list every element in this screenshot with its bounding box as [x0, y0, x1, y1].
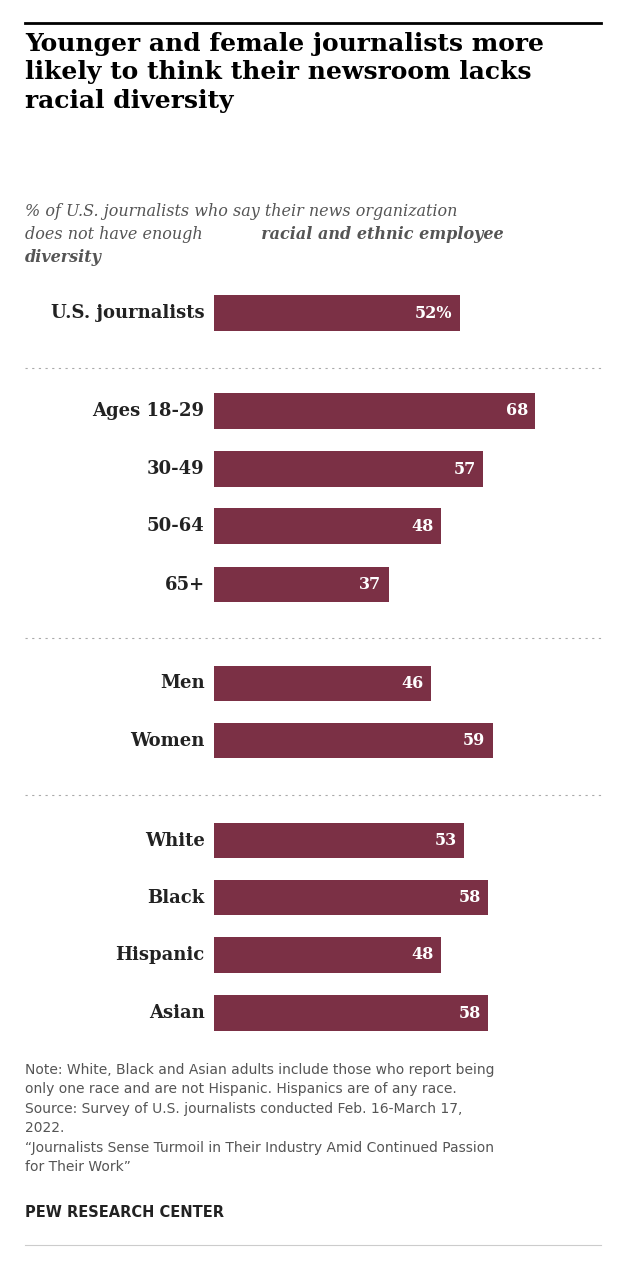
- Bar: [214, 508, 441, 544]
- Text: racial and ethnic employee
diversity: racial and ethnic employee diversity: [25, 226, 503, 266]
- Bar: [214, 295, 460, 331]
- Text: Men: Men: [160, 675, 205, 692]
- Text: Hispanic: Hispanic: [115, 946, 205, 964]
- Text: 52%: 52%: [415, 304, 453, 322]
- Text: 58: 58: [458, 1004, 480, 1022]
- Text: 59: 59: [463, 732, 485, 749]
- Text: 57: 57: [454, 460, 476, 478]
- Bar: [214, 823, 464, 858]
- Text: 53: 53: [435, 832, 457, 850]
- Text: % of U.S. journalists who say their news organization
does not have enough: % of U.S. journalists who say their news…: [25, 203, 457, 242]
- Bar: [214, 393, 535, 429]
- Bar: [214, 723, 493, 758]
- Bar: [214, 451, 484, 487]
- Text: 46: 46: [402, 675, 424, 692]
- Text: 48: 48: [411, 517, 433, 535]
- Text: PEW RESEARCH CENTER: PEW RESEARCH CENTER: [25, 1205, 224, 1220]
- Text: 65+: 65+: [164, 576, 205, 593]
- Text: Ages 18-29: Ages 18-29: [92, 402, 205, 420]
- Text: 50-64: 50-64: [147, 517, 205, 535]
- Text: 68: 68: [505, 402, 528, 420]
- Text: Black: Black: [148, 889, 205, 907]
- Text: Women: Women: [130, 732, 205, 749]
- Bar: [214, 995, 488, 1031]
- Bar: [214, 567, 389, 602]
- Text: 48: 48: [411, 946, 433, 964]
- Bar: [214, 666, 432, 701]
- Text: Note: White, Black and Asian adults include those who report being
only one race: Note: White, Black and Asian adults incl…: [25, 1063, 494, 1174]
- Bar: [214, 937, 441, 973]
- Text: U.S. journalists: U.S. journalists: [51, 304, 205, 322]
- Text: White: White: [144, 832, 205, 850]
- Text: Asian: Asian: [149, 1004, 205, 1022]
- Text: 58: 58: [458, 889, 480, 907]
- Text: Younger and female journalists more
likely to think their newsroom lacks
racial : Younger and female journalists more like…: [25, 32, 544, 113]
- Text: 30-49: 30-49: [147, 460, 205, 478]
- Bar: [214, 880, 488, 915]
- Text: 37: 37: [359, 576, 381, 593]
